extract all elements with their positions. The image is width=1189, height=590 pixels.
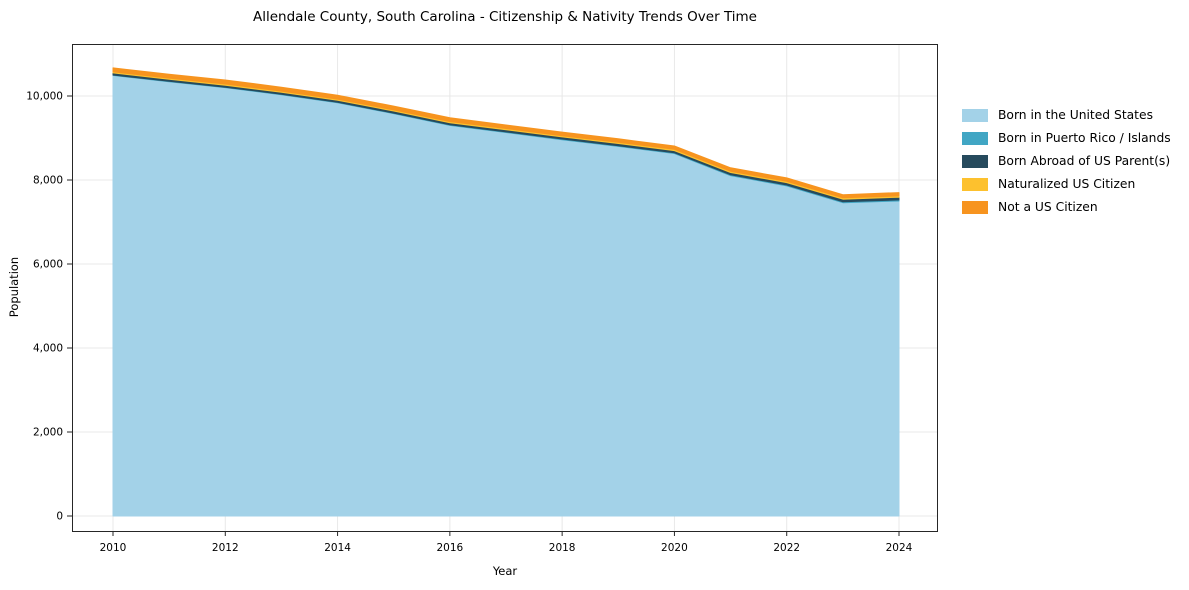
x-tick-label: 2016 — [436, 542, 463, 554]
y-tick-label: 0 — [56, 511, 63, 523]
y-tick-label: 4,000 — [33, 343, 63, 355]
legend-swatch-icon — [962, 109, 988, 122]
area-not_citizen — [112, 67, 900, 199]
y-tick-label: 6,000 — [33, 259, 63, 271]
y-tick-label: 2,000 — [33, 427, 63, 439]
legend-item-born_pr_islands: Born in Puerto Rico / Islands — [962, 127, 1171, 150]
y-axis-label: Population — [7, 256, 21, 318]
legend-label: Born in Puerto Rico / Islands — [998, 131, 1171, 145]
x-tick-label: 2024 — [886, 542, 913, 554]
y-tick-label: 10,000 — [26, 91, 63, 103]
y-tick-label: 8,000 — [33, 175, 63, 187]
legend-item-naturalized: Naturalized US Citizen — [962, 173, 1171, 196]
x-tick-label: 2022 — [773, 542, 800, 554]
legend-label: Born in the United States — [998, 108, 1153, 122]
x-tick-label: 2020 — [661, 542, 688, 554]
area-born_us — [112, 74, 900, 517]
legend-label: Naturalized US Citizen — [998, 177, 1136, 191]
x-tick-label: 2012 — [212, 542, 239, 554]
plot-border — [72, 44, 938, 532]
legend-label: Not a US Citizen — [998, 200, 1098, 214]
legend-item-not_citizen: Not a US Citizen — [962, 196, 1171, 219]
chart-title: Allendale County, South Carolina - Citiz… — [253, 9, 757, 25]
legend-swatch-icon — [962, 178, 988, 191]
legend-label: Born Abroad of US Parent(s) — [998, 154, 1171, 168]
legend-item-born_us: Born in the United States — [962, 104, 1171, 127]
x-axis-label: Year — [492, 564, 518, 578]
x-tick-label: 2018 — [549, 542, 576, 554]
legend: Born in the United States Born in Puerto … — [962, 104, 1171, 219]
x-tick-label: 2010 — [100, 542, 127, 554]
legend-swatch-icon — [962, 132, 988, 145]
x-tick-label: 2014 — [324, 542, 351, 554]
legend-swatch-icon — [962, 155, 988, 168]
legend-swatch-icon — [962, 201, 988, 214]
legend-item-born_abroad: Born Abroad of US Parent(s) — [962, 150, 1171, 173]
